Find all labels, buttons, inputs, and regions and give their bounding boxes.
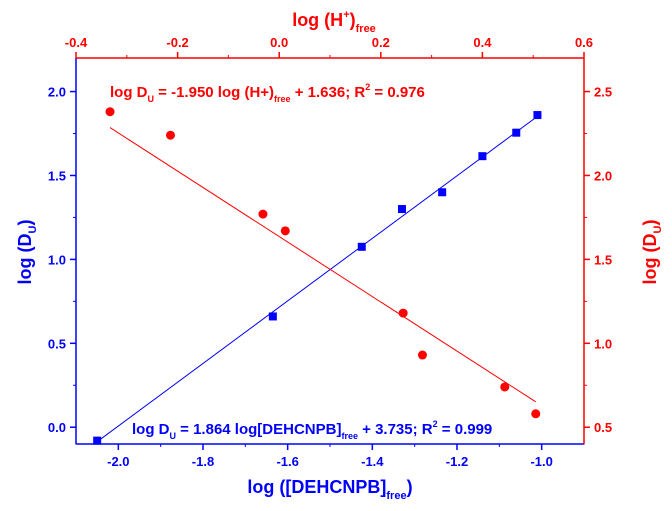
red-eq-c: + 1.636; R xyxy=(291,84,366,101)
blue-eq-b-sub: free xyxy=(341,431,358,441)
left-axis-tick-label: 0.0 xyxy=(48,420,66,435)
left-axis-title-sub: U xyxy=(27,225,39,233)
top-axis-tick-label: 0.0 xyxy=(270,35,288,50)
right-axis-title-end: ) xyxy=(640,220,660,226)
bottom-axis-title: log ([DEHCNPB]free) xyxy=(247,477,412,502)
top-axis-title-sub: free xyxy=(356,23,376,35)
bottom-axis-title-sub: free xyxy=(386,490,406,502)
red-eq-c-sup: 2 xyxy=(365,82,370,92)
red-data-point xyxy=(398,308,408,318)
blue-data-point xyxy=(93,436,102,445)
right-axis-title-sub: U xyxy=(652,225,664,233)
red-fit-equation: log DU = -1.950 log (H+)free + 1.636; R2… xyxy=(110,82,425,104)
top-axis-title-mid: ) xyxy=(350,10,356,30)
bottom-axis-tick-label: -1.6 xyxy=(276,454,298,469)
blue-eq-d: = 0.999 xyxy=(438,421,493,438)
blue-eq-a-sub: U xyxy=(170,431,177,441)
blue-eq-b: = 1.864 log[DEHCNPB] xyxy=(176,421,341,438)
red-eq-d: = 0.976 xyxy=(370,84,425,101)
left-axis-title-main: log (D xyxy=(15,233,35,284)
blue-eq-a: log D xyxy=(132,421,170,438)
right-axis-tick-label: 2.0 xyxy=(594,168,612,183)
red-fit-line xyxy=(109,127,537,403)
left-axis-tick-label: 0.5 xyxy=(48,336,66,351)
blue-data-point xyxy=(512,128,521,137)
right-axis-tick-label: 1.0 xyxy=(594,336,612,351)
right-axis-title: log (DU) xyxy=(640,220,664,285)
top-axis-tick-label: 0.6 xyxy=(575,35,593,50)
top-axis-tick-label: -0.2 xyxy=(166,35,188,50)
bottom-axis-title-main: log ([DEHCNPB] xyxy=(247,477,386,497)
right-axis-title-main: log (D xyxy=(640,233,660,284)
top-axis-title-main: log (H xyxy=(292,10,343,30)
left-axis-title-end: ) xyxy=(15,220,35,226)
top-axis-tick-label: 0.4 xyxy=(473,35,492,50)
top-axis-tick-label: -0.4 xyxy=(65,35,88,50)
red-eq-b: = -1.950 log (H+) xyxy=(154,84,274,101)
fit-lines-layer xyxy=(96,115,538,443)
red-data-point xyxy=(105,107,115,117)
blue-eq-c: + 3.735; R xyxy=(358,421,433,438)
red-eq-a-sub: U xyxy=(148,94,155,104)
bottom-axis-tick-label: -1.2 xyxy=(446,454,468,469)
blue-data-point xyxy=(533,111,542,120)
bottom-axis-tick-label: -1.4 xyxy=(361,454,384,469)
blue-fit-line xyxy=(96,115,538,443)
red-data-point xyxy=(258,209,268,219)
red-eq-b-sub: free xyxy=(274,94,291,104)
red-data-point xyxy=(531,409,541,419)
top-axis-title-sup: + xyxy=(343,9,349,21)
bottom-axis-tick-label: -1.0 xyxy=(530,454,552,469)
right-axis-tick-label: 0.5 xyxy=(594,420,612,435)
red-data-point xyxy=(165,130,175,140)
red-data-point xyxy=(500,382,510,392)
bottom-axis-tick-label: -1.8 xyxy=(192,454,214,469)
data-points-layer xyxy=(93,107,542,445)
left-axis-title: log (DU) xyxy=(15,220,39,285)
blue-eq-c-sup: 2 xyxy=(433,419,438,429)
blue-data-point xyxy=(268,312,277,321)
bottom-axis-title-end: ) xyxy=(407,477,413,497)
blue-fit-equation: log DU = 1.864 log[DEHCNPB]free + 3.735;… xyxy=(132,419,492,441)
left-axis-tick-label: 1.5 xyxy=(48,168,66,183)
bottom-axis-tick-label: -2.0 xyxy=(107,454,129,469)
right-axis-tick-label: 1.5 xyxy=(594,252,612,267)
top-axis-tick-label: 0.2 xyxy=(372,35,390,50)
red-data-point xyxy=(280,226,290,236)
blue-data-point xyxy=(478,152,487,161)
red-data-point xyxy=(417,350,427,360)
red-eq-a: log D xyxy=(110,84,148,101)
blue-data-point xyxy=(357,242,366,251)
blue-data-point xyxy=(438,188,447,197)
left-axis-tick-label: 1.0 xyxy=(48,252,66,267)
ticks-layer: -2.0 -1.8 -1.6 -1.4 -1.2 -1.0 -0.4 -0.2 0.0 0.2 0.… xyxy=(48,35,612,469)
right-axis-tick-label: 2.5 xyxy=(594,85,612,100)
top-axis-title: log (H+)free xyxy=(292,9,376,35)
left-axis-tick-label: 2.0 xyxy=(48,85,66,100)
blue-data-point xyxy=(397,205,406,214)
